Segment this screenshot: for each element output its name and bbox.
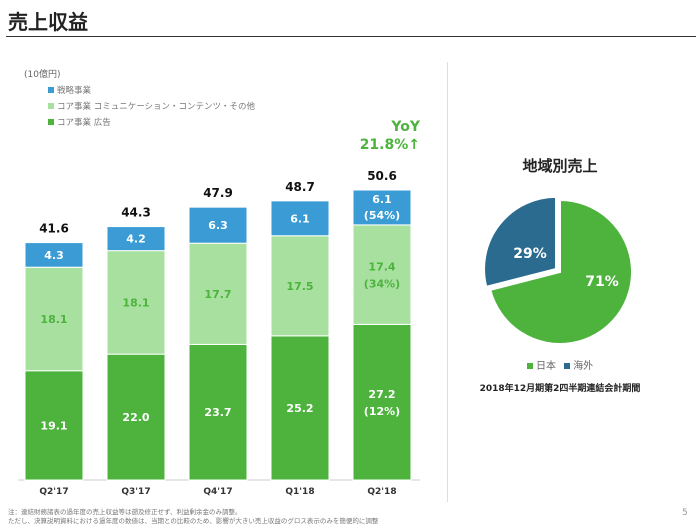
pie-legend: 日本 海外 (470, 357, 650, 372)
bar-segment (352, 189, 412, 226)
data-label: 4.2 (126, 233, 146, 246)
legend-japan: 日本 (526, 357, 556, 372)
bar-segment (270, 335, 330, 481)
data-label: 18.1 (40, 313, 67, 326)
pie-label: 71% (585, 274, 619, 290)
data-label: 17.7 (204, 288, 231, 301)
pie-label: 29% (513, 246, 547, 262)
legend-label: コア事業 コミュニケーション・コンテンツ・その他 (57, 102, 256, 112)
category-label: Q3'17 (121, 487, 150, 497)
unit-label: (10億円) (24, 70, 61, 80)
data-label: 6.3 (208, 219, 228, 232)
page-number: 5 (682, 508, 688, 518)
data-label: 4.3 (44, 249, 64, 262)
bar-segment (106, 250, 166, 355)
legend-label: 戦略事業 (57, 86, 92, 96)
share-label: (34%) (364, 278, 400, 291)
category-label: Q2'17 (39, 487, 68, 497)
bar-segment (352, 323, 412, 481)
divider (447, 62, 448, 502)
pie-caption: 2018年12月期第2四半期連結会計期間 (479, 384, 641, 394)
bar-segment (188, 343, 248, 481)
data-label: 25.2 (286, 402, 313, 415)
yoy-callout: YoY 21.8%↑ (340, 118, 420, 154)
total-label: 47.9 (203, 186, 233, 200)
bar-segment (188, 242, 248, 345)
data-label: 17.5 (286, 280, 313, 293)
page-title: 売上収益 (8, 10, 88, 34)
pie-slice-overseas (483, 195, 558, 289)
legend-core-ad: コア事業 広告 (48, 116, 111, 128)
bar-segment (106, 226, 166, 252)
data-label: 22.0 (122, 411, 149, 424)
legend-strategic: 戦略事業 (48, 84, 91, 96)
bar-segment (106, 353, 166, 481)
data-label: 6.1 (290, 212, 310, 225)
share-label: (54%) (364, 209, 400, 222)
yoy-label: YoY (391, 119, 420, 135)
footnote-line: ただし、決算説明資料における過年度の数値は、当期との比較のため、影響が大きい売上… (8, 517, 379, 525)
title-rule (6, 36, 696, 37)
yoy-value: 21.8%↑ (359, 137, 420, 153)
legend-core-comm: コア事業 コミュニケーション・コンテンツ・その他 (48, 100, 255, 112)
pie-title: 地域別売上 (522, 157, 598, 175)
legend-label: 日本 (536, 361, 556, 372)
data-label: 19.1 (40, 419, 67, 432)
category-label: Q1'18 (285, 487, 314, 497)
bar-segment (24, 266, 84, 372)
data-label: 6.1 (372, 193, 392, 206)
bar-segment (270, 200, 330, 237)
bar-segment (352, 224, 412, 325)
pie-chart: 71% 29% (483, 195, 633, 345)
legend-label: 海外 (573, 361, 594, 372)
total-label: 41.6 (39, 222, 69, 236)
data-label: 23.7 (204, 406, 231, 419)
total-label: 50.6 (367, 169, 397, 183)
data-label: 17.4 (368, 261, 395, 274)
footnote: 注：連結財務諸表の過年度の売上収益等は遡及修正せず、利益剰余金のみ調整。 ただし、… (8, 508, 378, 526)
bar-segment (188, 206, 248, 244)
category-label: Q4'17 (203, 487, 232, 497)
legend-label: コア事業 広告 (57, 118, 111, 128)
total-label: 48.7 (285, 180, 315, 194)
stacked-bar-chart: 19.1 18.1 4.3 41.6 Q2'17 22.0 18.1 4.2 44.3 Q3'17… (18, 169, 420, 497)
bar-segment (24, 242, 84, 268)
share-label: (12%) (364, 405, 400, 418)
pie-slice-japan (489, 198, 633, 345)
total-label: 44.3 (121, 206, 151, 220)
data-label: 27.2 (368, 388, 395, 401)
footnote-line: 注：連結財務諸表の過年度の売上収益等は遡及修正せず、利益剰余金のみ調整。 (8, 508, 242, 516)
bar-segment (270, 235, 330, 337)
legend-overseas: 海外 (564, 357, 593, 372)
category-label: Q2'18 (367, 487, 396, 497)
data-label: 18.1 (122, 296, 149, 309)
